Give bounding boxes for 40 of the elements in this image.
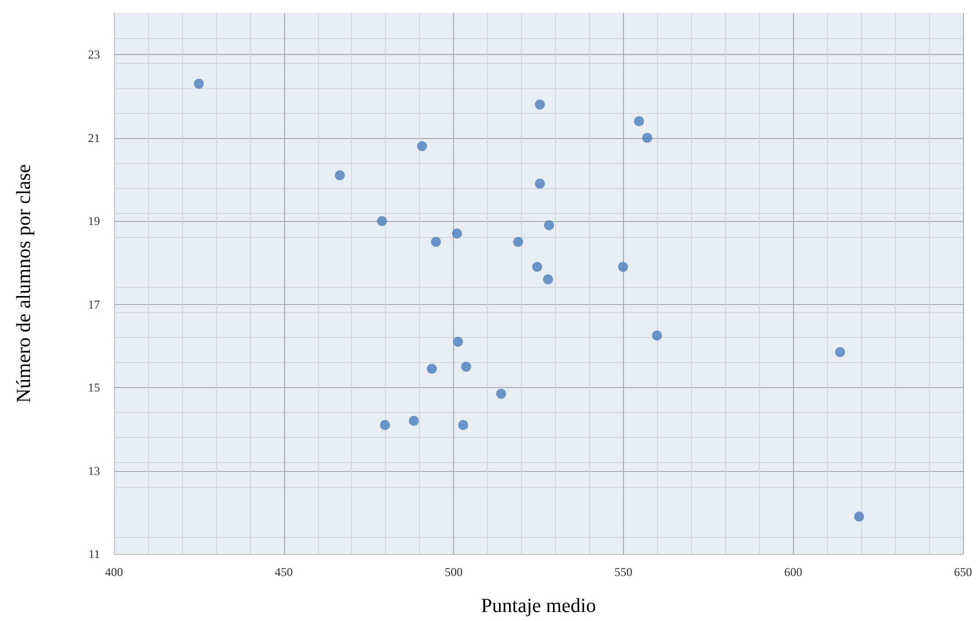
x-tick-label: 450 [274,565,293,579]
y-axis-title: Número de alumnos por clase [13,164,35,403]
point [652,330,662,341]
y-tick-label: 17 [88,297,100,312]
y-tick-label: 13 [88,464,100,478]
point [334,170,345,180]
point [854,512,864,522]
point [380,420,390,430]
point [408,416,419,426]
x-tick-label: 550 [614,565,632,579]
point [453,336,464,347]
x-tick-label: 400 [105,565,123,579]
x-axis-title: Puntaje medio [481,595,596,617]
point [642,132,652,143]
x-tick-label: 600 [784,565,802,579]
point [618,262,628,272]
point [835,347,846,358]
point [430,236,441,247]
point [513,236,524,247]
point [534,100,545,110]
y-tick-label: 21 [88,130,100,145]
y-tick-label: 15 [88,380,100,395]
x-tick-label: 650 [954,565,972,579]
point [496,388,506,399]
point [534,178,545,189]
point [543,274,554,284]
point [452,228,462,239]
point [634,116,644,126]
x-tick-label: 500 [444,565,463,579]
y-tick-label: 23 [88,48,100,62]
point [458,420,468,430]
point [544,220,554,230]
point [461,362,472,372]
point [417,141,428,152]
y-tick-label: 19 [88,214,100,228]
point [426,364,437,374]
point [532,262,542,272]
point [194,78,204,89]
point [376,216,387,226]
y-tick-label: 11 [88,547,100,561]
